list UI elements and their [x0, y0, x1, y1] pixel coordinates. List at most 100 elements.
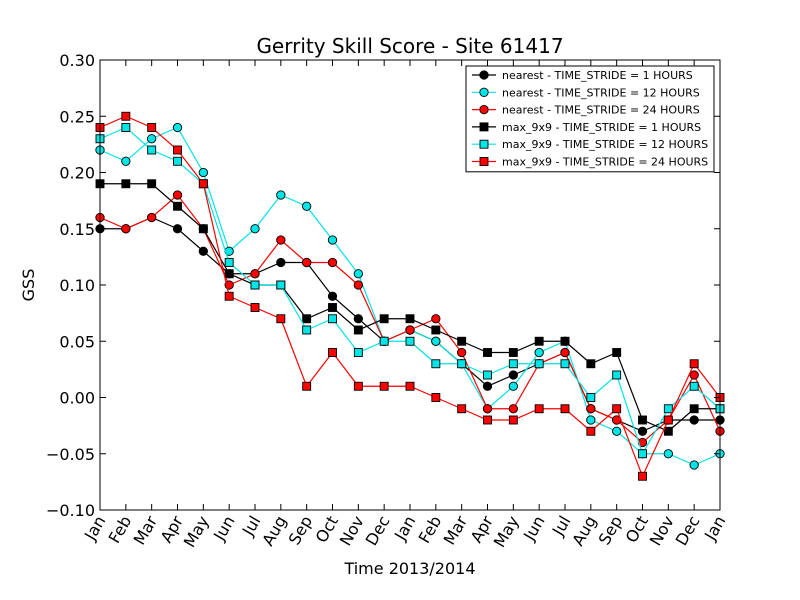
- data-point: [198, 224, 208, 234]
- data-point: [405, 314, 415, 324]
- y-tick-label: 0.15: [59, 220, 95, 239]
- data-point: [586, 404, 596, 414]
- data-point: [689, 460, 699, 470]
- legend-label: nearest - TIME_STRIDE = 1 HOURS: [502, 69, 693, 82]
- data-point: [276, 314, 286, 324]
- data-point: [250, 280, 260, 290]
- legend-marker: [479, 157, 489, 166]
- data-point: [431, 325, 441, 335]
- data-point: [689, 404, 699, 414]
- data-point: [612, 348, 622, 357]
- x-tick-label: Jun: [209, 513, 238, 545]
- data-point: [302, 201, 312, 211]
- data-point: [379, 314, 389, 324]
- legend-item: max_9x9 - TIME_STRIDE = 24 HOURS: [472, 156, 708, 169]
- x-tick-label: Nov: [646, 513, 678, 550]
- data-point: [457, 404, 467, 414]
- legend-marker: [479, 122, 489, 132]
- x-tick-label: Jan: [390, 513, 419, 545]
- data-point: [172, 122, 183, 133]
- legend-label: nearest - TIME_STRIDE = 24 HOURS: [502, 104, 700, 117]
- data-point: [172, 224, 183, 234]
- legend-item: max_9x9 - TIME_STRIDE = 1 HOURS: [472, 121, 701, 134]
- data-point: [534, 359, 544, 369]
- legend-item: nearest - TIME_STRIDE = 24 HOURS: [472, 104, 700, 117]
- x-tick-label: Feb: [415, 513, 446, 547]
- data-point: [560, 359, 570, 369]
- data-point: [560, 336, 570, 346]
- data-point: [689, 370, 699, 380]
- data-point: [534, 404, 544, 414]
- legend-label: max_9x9 - TIME_STRIDE = 1 HOURS: [502, 121, 701, 134]
- data-point: [121, 224, 131, 234]
- legend-marker: [479, 70, 489, 80]
- data-point: [638, 471, 647, 481]
- legend-marker: [479, 104, 489, 115]
- data-point: [689, 359, 699, 369]
- data-point: [250, 269, 260, 279]
- data-point: [586, 359, 596, 369]
- data-point: [353, 381, 363, 391]
- data-point: [302, 381, 312, 391]
- data-point: [173, 156, 182, 166]
- y-tick-label: −0.05: [46, 445, 95, 464]
- data-point: [198, 167, 208, 178]
- x-tick-label: Dec: [362, 513, 394, 549]
- data-point: [457, 347, 467, 358]
- legend-marker: [479, 139, 489, 149]
- x-tick-label: May: [490, 513, 523, 551]
- series-5: [95, 123, 725, 459]
- data-point: [689, 415, 699, 425]
- data-point: [508, 348, 518, 357]
- legend-box: [465, 65, 715, 173]
- data-point: [586, 415, 596, 425]
- data-point: [276, 235, 286, 245]
- y-tick-label: 0.05: [59, 332, 95, 351]
- data-point: [534, 336, 544, 346]
- data-point: [147, 145, 157, 155]
- data-point: [534, 347, 544, 358]
- data-point: [173, 201, 182, 211]
- data-point: [560, 347, 570, 358]
- data-point: [353, 314, 363, 324]
- data-point: [431, 359, 441, 369]
- data-point: [353, 280, 363, 290]
- x-tick-label: Sep: [285, 513, 317, 549]
- data-point: [302, 325, 312, 335]
- legend-marker: [479, 87, 489, 97]
- data-point: [405, 336, 415, 346]
- data-point: [276, 280, 286, 290]
- data-point: [327, 235, 338, 245]
- data-point: [637, 426, 648, 436]
- legend-label: max_9x9 - TIME_STRIDE = 24 HOURS: [502, 156, 708, 169]
- series-layer: [95, 111, 725, 481]
- data-point: [147, 134, 157, 144]
- data-point: [483, 370, 492, 380]
- data-point: [353, 325, 363, 335]
- data-point: [327, 291, 338, 301]
- data-point: [689, 381, 699, 391]
- data-point: [508, 359, 518, 369]
- data-point: [612, 404, 622, 414]
- data-point: [121, 156, 131, 166]
- data-point: [586, 393, 596, 402]
- data-point: [302, 314, 312, 324]
- data-point: [638, 449, 647, 459]
- data-point: [353, 348, 363, 357]
- data-point: [508, 370, 518, 380]
- legend-item: nearest - TIME_STRIDE = 1 HOURS: [472, 69, 693, 82]
- y-axis-label: GSS: [19, 269, 38, 302]
- data-point: [328, 348, 337, 357]
- legend-label: max_9x9 - TIME_STRIDE = 12 HOURS: [502, 138, 708, 151]
- data-point: [276, 190, 286, 200]
- data-point: [483, 415, 492, 425]
- legend-label: nearest - TIME_STRIDE = 12 HOURS: [502, 86, 700, 99]
- y-tick-label: 0.10: [59, 276, 95, 295]
- x-axis-label: Time 2013/2014: [343, 559, 475, 578]
- data-point: [276, 257, 286, 268]
- y-tick-label: −0.10: [46, 501, 95, 520]
- data-point: [250, 303, 260, 312]
- data-point: [224, 291, 234, 301]
- x-tick-label: Mar: [130, 512, 162, 548]
